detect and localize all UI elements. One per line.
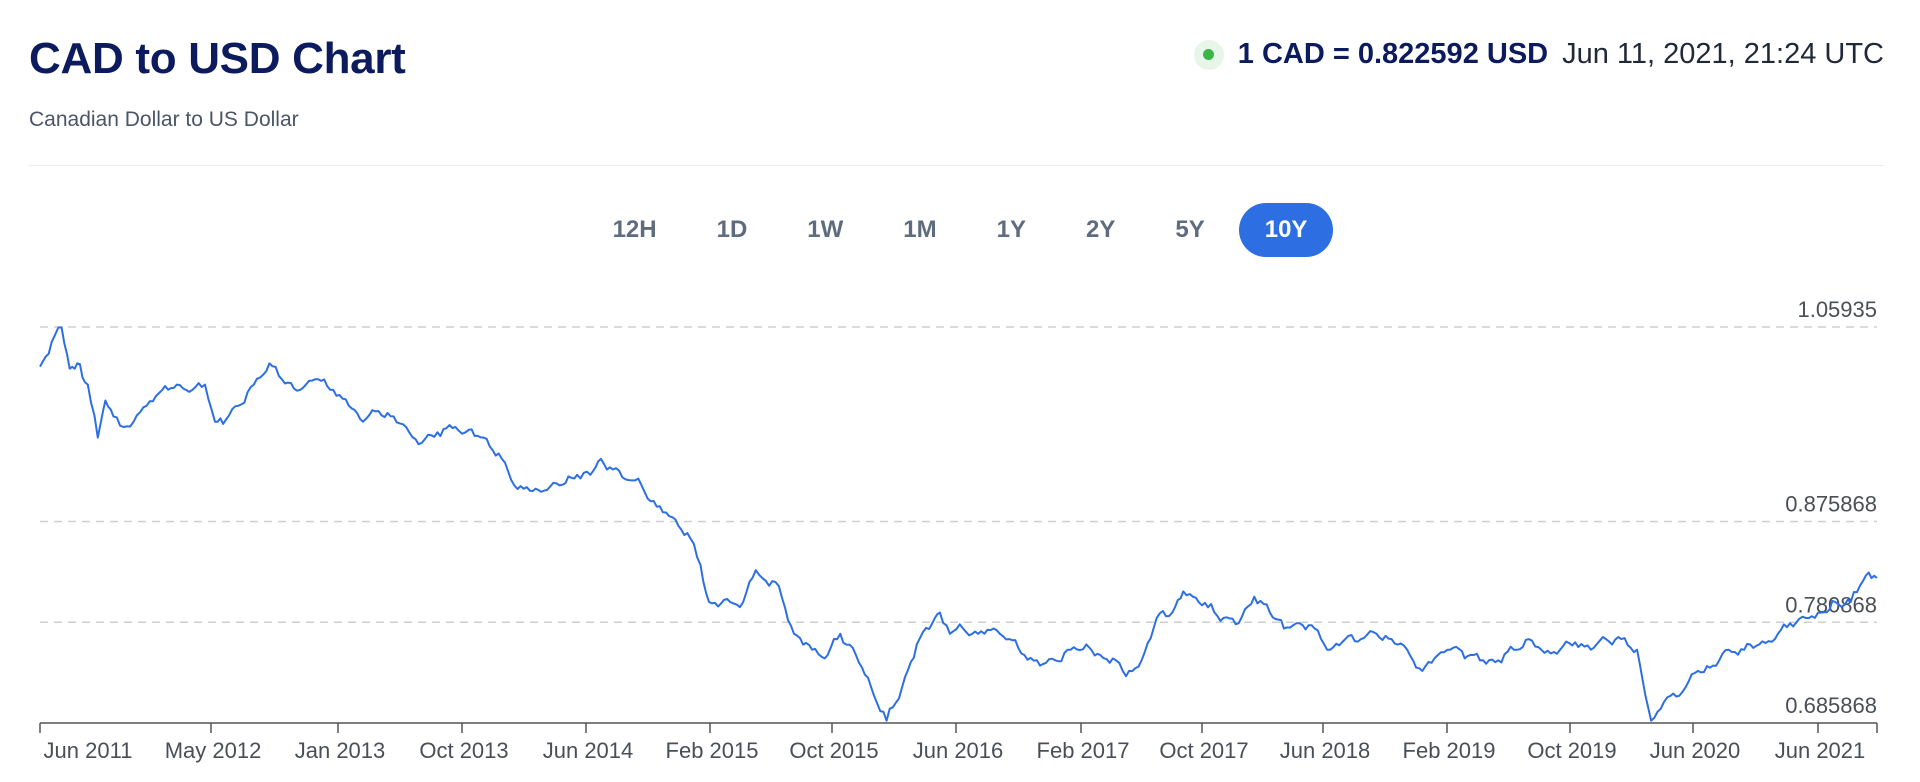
tab-12h[interactable]: 12H	[612, 216, 657, 243]
x-tick-label: Oct 2013	[419, 738, 508, 763]
gridlines	[40, 326, 1877, 624]
tab-1d[interactable]: 1D	[716, 216, 748, 243]
time-range-tabs: 12H 1D 1W 1M 1Y 2Y 5Y 10Y	[0, 203, 1920, 257]
x-tick-label: Oct 2019	[1527, 738, 1616, 763]
tab-10y[interactable]: 10Y	[1238, 203, 1334, 257]
y-tick-label: 1.05935	[1797, 297, 1877, 322]
tab-1m[interactable]: 1M	[903, 216, 937, 243]
x-tick-label: Jan 2013	[295, 738, 386, 763]
tab-5y[interactable]: 5Y	[1175, 216, 1205, 243]
x-tick-label: Feb 2017	[1037, 738, 1130, 763]
series-line	[39, 326, 1878, 722]
tab-1w[interactable]: 1W	[807, 216, 844, 243]
live-indicator-icon	[1193, 39, 1224, 70]
rate-value: 1 CAD = 0.822592 USD	[1237, 38, 1549, 70]
header-divider	[29, 165, 1884, 166]
x-tick-label: Jun 2014	[543, 738, 634, 763]
x-tick-label: Jun 2018	[1280, 738, 1371, 763]
page-subtitle: Canadian Dollar to US Dollar	[29, 108, 299, 131]
y-tick-label: 0.685868	[1785, 693, 1877, 718]
tab-1y[interactable]: 1Y	[996, 216, 1026, 243]
page-title: CAD to USD Chart	[29, 34, 406, 83]
x-tick-label: Oct 2017	[1159, 738, 1248, 763]
x-tick-label: May 2012	[165, 738, 262, 763]
x-tick-label: Oct 2015	[789, 738, 878, 763]
series-line-layer	[39, 326, 1878, 722]
x-axis: Jun 2011 May 2012 Jan 2013 Oct 2013 Jun 2014…	[39, 722, 1878, 763]
x-tick-label: Jun 2021	[1775, 738, 1866, 763]
current-rate: 1 CAD = 0.822592 USD Jun 11, 2021, 21:24…	[1193, 38, 1884, 71]
x-tick-label: Jun 2020	[1650, 738, 1741, 763]
x-tick-label: Feb 2019	[1403, 738, 1496, 763]
x-tick-label: Jun 2016	[913, 738, 1004, 763]
x-tick-label: Feb 2015	[666, 738, 759, 763]
x-tick-label: Jun 2011	[44, 738, 133, 763]
tab-2y[interactable]: 2Y	[1086, 216, 1116, 243]
rate-timestamp: Jun 11, 2021, 21:24 UTC	[1562, 38, 1884, 70]
y-tick-label: 0.875868	[1785, 492, 1877, 517]
